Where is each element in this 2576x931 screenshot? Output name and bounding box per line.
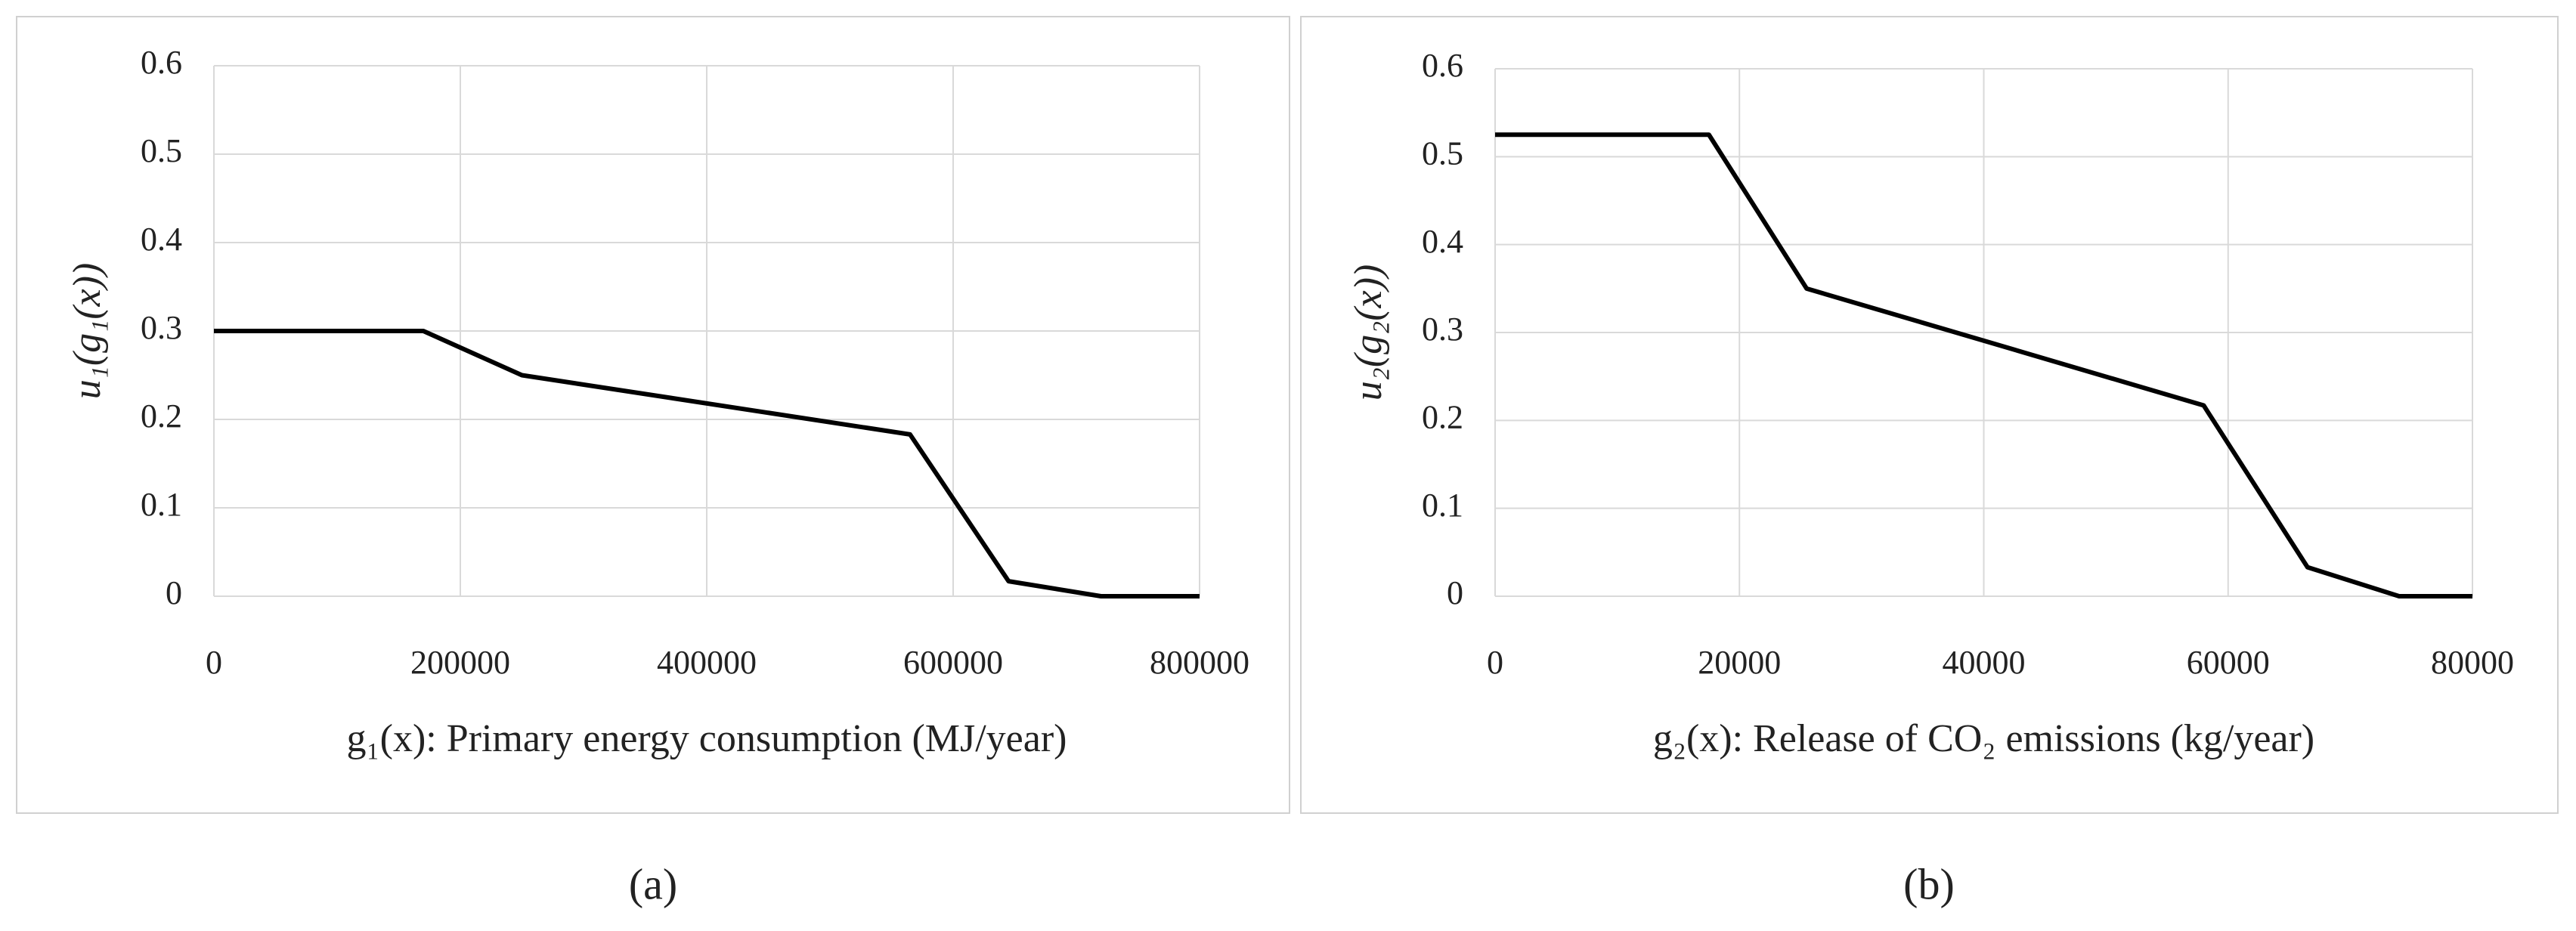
panel-frame xyxy=(1300,16,2559,814)
x-tick-label: 40000 xyxy=(1943,644,2026,681)
y-tick-label: 0.3 xyxy=(141,309,182,346)
y-tick-label: 0.3 xyxy=(1422,311,1463,348)
y-tick-label: 0.2 xyxy=(1422,398,1463,435)
y-tick-label: 0.4 xyxy=(141,221,182,258)
x-axis-label: g₂(x): Release of CO₂ emissions (kg/year… xyxy=(1653,717,2314,760)
panel-label: (a) xyxy=(629,859,677,908)
y-tick-label: 0.4 xyxy=(1422,223,1463,260)
data-line xyxy=(214,329,1200,598)
x-tick-label: 200000 xyxy=(410,644,510,681)
y-tick-label: 0.1 xyxy=(141,486,182,523)
data-line xyxy=(1495,132,2472,598)
panel-label: (b) xyxy=(1903,859,1955,908)
y-tick-label: 0.5 xyxy=(1422,135,1463,172)
y-tick-label: 0.1 xyxy=(1422,487,1463,524)
y-axis-label: u₂(g₂(x)) xyxy=(1347,264,1390,401)
y-tick-label: 0.6 xyxy=(1422,47,1463,84)
x-tick-label: 80000 xyxy=(2431,644,2514,681)
x-tick-label: 0 xyxy=(206,644,222,681)
y-axis-label: u₁(g₁(x)) xyxy=(66,263,109,400)
y-tick-label: 0 xyxy=(166,574,182,611)
x-tick-label: 400000 xyxy=(657,644,757,681)
x-tick-label: 0 xyxy=(1487,644,1503,681)
x-tick-label: 20000 xyxy=(1698,644,1781,681)
x-tick-label: 60000 xyxy=(2187,644,2270,681)
y-tick-label: 0.5 xyxy=(141,132,182,169)
y-tick-label: 0 xyxy=(1447,574,1463,611)
x-tick-label: 600000 xyxy=(903,644,1003,681)
panel-frame xyxy=(16,16,1290,814)
x-tick-label: 800000 xyxy=(1150,644,1249,681)
y-tick-label: 0.6 xyxy=(141,44,182,81)
y-tick-label: 0.2 xyxy=(141,397,182,435)
x-axis-label: g₁(x): Primary energy consumption (MJ/ye… xyxy=(347,717,1067,760)
